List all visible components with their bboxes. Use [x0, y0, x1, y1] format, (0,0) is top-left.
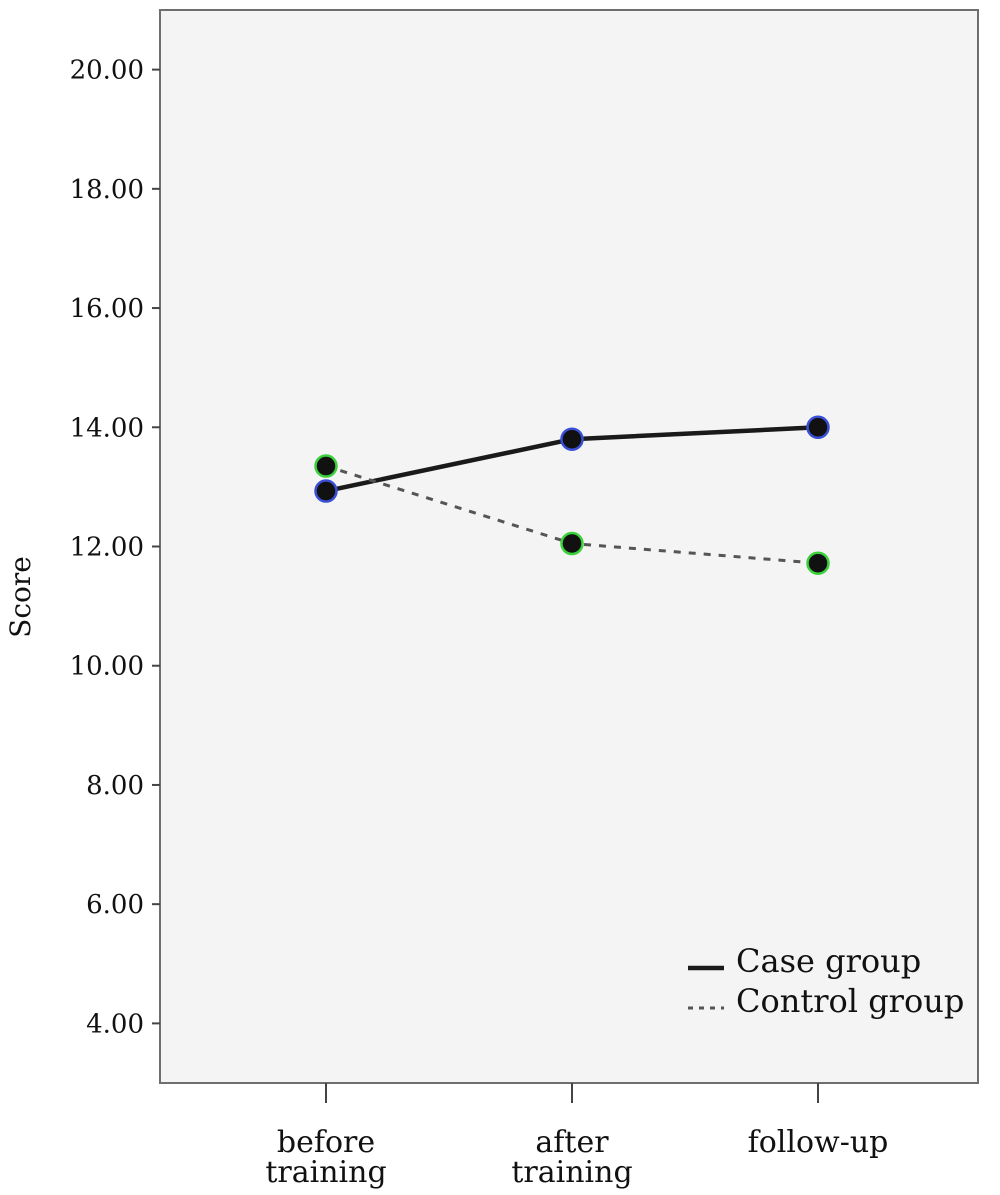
series-layer: [314, 415, 830, 575]
y-tick-label: 12.00: [70, 533, 144, 563]
data-point: [560, 531, 584, 556]
y-tick-label: 14.00: [70, 413, 144, 443]
y-axis: 4.00 6.00 8.00 10.00 12.00 14.00 16.00 18.00 20.…: [70, 56, 160, 1039]
y-tick-label: 18.00: [70, 175, 144, 205]
y-tick-label: 8.00: [86, 771, 144, 801]
data-point: [314, 454, 338, 478]
series-1: [314, 454, 830, 575]
legend-label: Control group: [736, 982, 964, 1020]
y-tick-label: 6.00: [86, 890, 144, 920]
y-tick-label: 10.00: [70, 652, 144, 682]
y-tick-label: 20.00: [70, 56, 144, 86]
x-tick-label: after training: [511, 1125, 632, 1190]
data-point: [806, 551, 830, 575]
legend-label: Case group: [736, 942, 921, 980]
y-tick-label: 16.00: [70, 294, 144, 324]
x-tick-label: follow-up: [748, 1125, 889, 1160]
y-tick-label: 4.00: [86, 1009, 144, 1039]
y-axis-title: Score: [4, 556, 37, 638]
data-point: [560, 427, 584, 451]
data-point: [806, 415, 830, 440]
data-point: [314, 479, 338, 503]
x-axis: before training after training follow-up: [265, 1083, 888, 1190]
x-tick-label: before training: [265, 1125, 386, 1190]
series-0: [314, 415, 830, 503]
